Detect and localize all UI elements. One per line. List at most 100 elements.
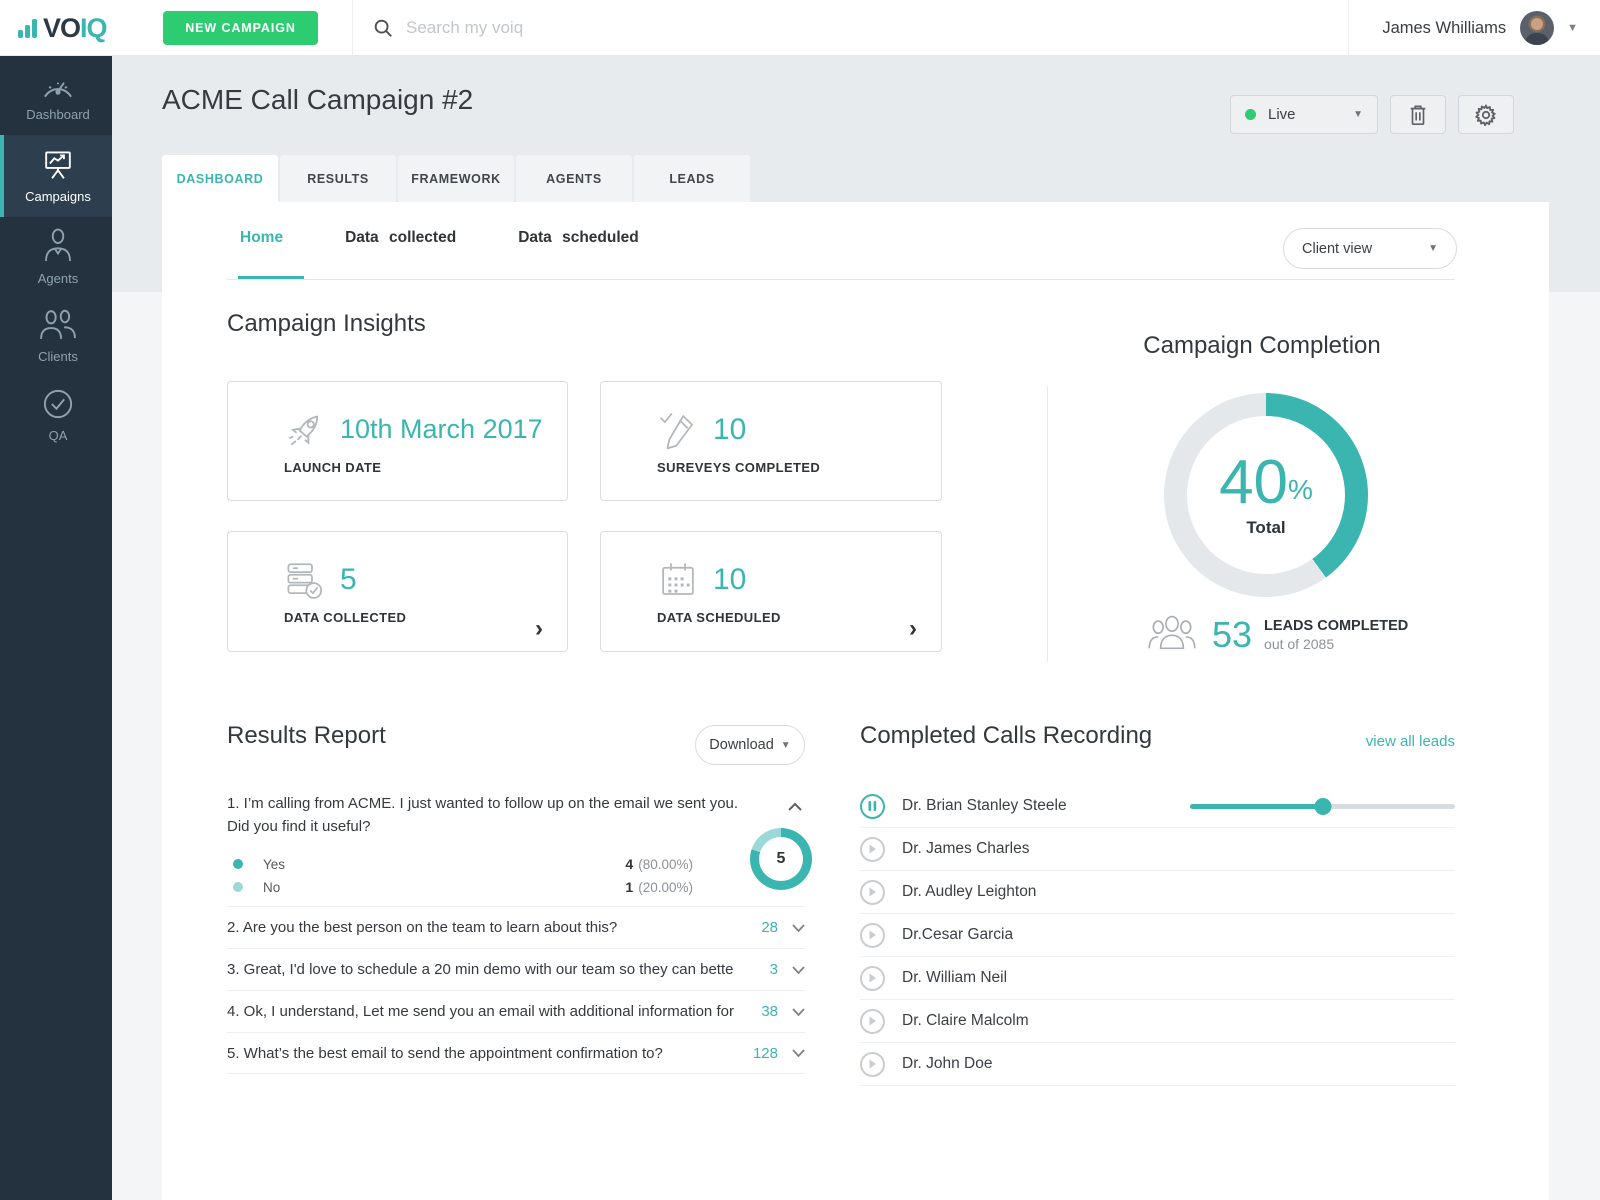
tab-leads[interactable]: LEADS	[634, 155, 750, 202]
question-1-donut: 5	[750, 828, 812, 890]
no-dot	[233, 882, 243, 892]
qa-check-icon	[43, 389, 73, 418]
question-row-4[interactable]: 4. Ok, I understand, Let me send you an …	[227, 990, 805, 1032]
leads-completed-value: 53	[1212, 613, 1253, 655]
sidebar-label: QA	[48, 427, 68, 443]
delete-campaign-button[interactable]	[1390, 95, 1446, 134]
surveys-completed-card: 10 SUREVEYS COMPLETED	[600, 381, 942, 501]
play-icon	[869, 973, 876, 983]
status-label: Live	[1268, 106, 1296, 123]
sidebar-label: Agents	[37, 270, 79, 286]
search-area	[372, 0, 826, 56]
subtab-data-scheduled[interactable]: Data scheduled	[518, 229, 639, 246]
logo-text: VOIQ	[43, 12, 108, 43]
recording-row: Dr. Brian Stanley Steele	[860, 785, 1455, 828]
question-1-block: 1. I’m calling from ACME. I just wanted …	[227, 792, 817, 899]
user-menu[interactable]: James Whilliams ▼	[1382, 0, 1600, 56]
sidebar-item-campaigns[interactable]: Campaigns	[0, 135, 112, 217]
question-row-2[interactable]: 2. Are you the best person on the team t…	[227, 906, 805, 948]
active-subtab-underline	[238, 276, 304, 280]
search-icon	[374, 19, 392, 37]
play-button[interactable]	[860, 1008, 885, 1034]
question-row-5[interactable]: 5. What’s the best email to send the app…	[227, 1032, 805, 1074]
sidebar-label: Dashboard	[26, 106, 90, 122]
question-1-total: 5	[776, 850, 786, 867]
recording-progress-thumb[interactable]	[1314, 797, 1331, 815]
data-scheduled-card: 10 DATA SCHEDULED ›	[600, 531, 942, 652]
expand-chevron-down-icon[interactable]	[792, 923, 805, 932]
voiq-logo: VOIQ	[18, 0, 108, 56]
recording-progress-fill	[1190, 803, 1323, 809]
sidebar-item-qa[interactable]: QA	[0, 375, 112, 454]
legend-row-no: No 1 (20.00%)	[227, 876, 693, 899]
logo-bars-icon	[18, 18, 37, 38]
questions-list: 2. Are you the best person on the team t…	[227, 906, 805, 1074]
status-dropdown[interactable]: Live ▼	[1230, 95, 1378, 134]
play-button[interactable]	[860, 879, 885, 905]
sidebar-item-agents[interactable]: Agents	[0, 217, 112, 296]
top-bar: VOIQ NEW CAMPAIGN James Whilliams ▼	[0, 0, 1600, 56]
database-check-icon	[284, 558, 330, 602]
recording-row: Dr. John Doe	[860, 1043, 1455, 1086]
leads-completed-sub: out of 2085	[1264, 635, 1335, 652]
client-view-dropdown[interactable]: Client view ▼	[1283, 228, 1457, 269]
clients-people-icon	[40, 309, 76, 339]
expand-chevron-down-icon[interactable]	[792, 1007, 805, 1016]
response-count: 28	[761, 919, 778, 936]
expand-chevron-down-icon[interactable]	[792, 965, 805, 974]
completion-title: Campaign Completion	[1143, 332, 1381, 359]
tab-results[interactable]: RESULTS	[280, 155, 396, 202]
play-button[interactable]	[860, 836, 885, 862]
tab-dashboard[interactable]: DASHBOARD	[162, 155, 278, 202]
response-count: 3	[769, 961, 778, 978]
sidebar-item-clients[interactable]: Clients	[0, 296, 112, 375]
yes-dot	[233, 859, 243, 869]
recording-row: Dr. James Charles	[860, 828, 1455, 871]
response-count: 38	[761, 1003, 778, 1020]
view-all-leads-link[interactable]: view all leads	[1365, 733, 1455, 750]
data-scheduled-arrow-button[interactable]: ›	[909, 615, 917, 642]
search-input[interactable]	[406, 18, 826, 38]
tab-framework[interactable]: FRAMEWORK	[398, 155, 514, 202]
playback-slider[interactable]	[1190, 797, 1455, 815]
sub-nav: Home Data collected Data scheduled	[240, 229, 701, 247]
new-campaign-button[interactable]: NEW CAMPAIGN	[163, 11, 318, 45]
completion-donut: 40 % Total	[1164, 393, 1368, 597]
recording-row: Dr. Claire Malcolm	[860, 1000, 1455, 1043]
sidebar-label: Clients	[38, 348, 78, 364]
sidebar-nav: Dashboard Campaigns Agents Clients QA	[0, 56, 112, 1200]
settings-button[interactable]	[1458, 95, 1514, 134]
data-collected-label: DATA COLLECTED	[284, 610, 407, 625]
play-button[interactable]	[860, 965, 885, 991]
download-button[interactable]: Download ▼	[695, 725, 805, 765]
surveys-completed-label: SUREVEYS COMPLETED	[657, 459, 821, 475]
sidebar-label: Campaigns	[25, 189, 91, 204]
subtab-data-collected[interactable]: Data collected	[345, 229, 457, 246]
tab-agents[interactable]: AGENTS	[516, 155, 632, 202]
play-button[interactable]	[860, 922, 885, 948]
data-collected-value: 5	[340, 563, 357, 596]
launch-date-card: 10th March 2017 LAUNCH DATE	[227, 381, 568, 501]
expand-chevron-down-icon[interactable]	[792, 1049, 805, 1057]
trash-icon	[1410, 104, 1426, 125]
surveys-completed-value: 10	[713, 412, 747, 446]
pause-button[interactable]	[860, 793, 885, 819]
gear-icon	[1475, 104, 1496, 126]
section-divider	[1047, 386, 1048, 662]
play-button[interactable]	[860, 1051, 885, 1077]
subnav-divider	[227, 279, 1455, 280]
chevron-down-icon: ▼	[1428, 243, 1438, 254]
recording-row: Dr. Audley Leighton	[860, 871, 1455, 914]
data-collected-arrow-button[interactable]: ›	[535, 615, 543, 642]
page-title: ACME Call Campaign #2	[162, 84, 474, 115]
pencil-check-icon	[657, 408, 703, 452]
question-row-3[interactable]: 3. Great, I'd love to schedule a 20 min …	[227, 948, 805, 990]
collapse-chevron-up-icon[interactable]	[788, 798, 802, 816]
campaign-tabs: DASHBOARD RESULTS FRAMEWORK AGENTS LEADS	[162, 155, 752, 202]
subtab-home[interactable]: Home	[240, 229, 284, 246]
data-scheduled-label: DATA SCHEDULED	[657, 610, 781, 625]
recording-row: Dr. William Neil	[860, 957, 1455, 1000]
leads-completed-row: 53 LEADS COMPLETED out of 2085	[1146, 612, 1408, 657]
response-count: 128	[752, 1044, 778, 1062]
sidebar-item-dashboard[interactable]: Dashboard	[0, 56, 112, 135]
